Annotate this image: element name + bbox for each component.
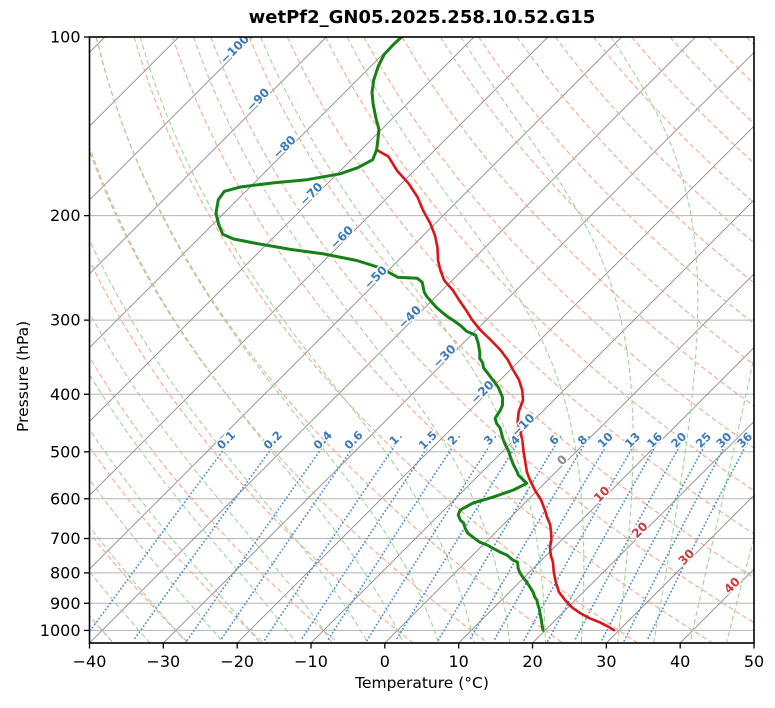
dry-adiabats — [89, 37, 754, 643]
mixing-ratio-label: 0.1 — [214, 428, 238, 452]
dewpoint-line — [214, 37, 545, 632]
isotherm-label: 20 — [629, 519, 651, 541]
mixing-ratio-lines — [89, 436, 752, 642]
mixing-ratio-label: 8 — [575, 432, 591, 448]
y-tick-labels: 100 200 300 400 500 600 700 800 900 1000 — [40, 28, 90, 640]
y-tick-label: 200 — [50, 206, 81, 225]
x-tick-label: 30 — [596, 652, 616, 671]
isotherm-label: −70 — [297, 180, 326, 209]
y-tick-label: 700 — [50, 529, 81, 548]
isotherm-lines — [89, 37, 754, 643]
isotherm-label: 0 — [554, 452, 570, 468]
isotherm-label: −60 — [327, 223, 356, 252]
isotherm-label: 40 — [721, 575, 743, 597]
isotherm-label: −80 — [270, 133, 299, 162]
mixing-ratio-label: 0.6 — [341, 428, 365, 452]
plot-border — [88, 36, 755, 644]
isotherm-label: −40 — [395, 303, 424, 332]
y-tick-label: 600 — [50, 489, 81, 508]
mixing-ratio-label: 0.2 — [261, 428, 285, 452]
mixing-ratio-label: 20 — [668, 429, 689, 450]
x-tick-label: 0 — [380, 652, 390, 671]
x-tick-label: 10 — [448, 652, 468, 671]
mixing-ratio-label: 10 — [595, 429, 616, 450]
mixing-ratio-label: 2 — [445, 432, 461, 448]
mixing-ratio-label: 30 — [713, 429, 734, 450]
isotherm-label: 30 — [676, 546, 698, 568]
isotherm-label: −30 — [430, 342, 459, 371]
chart-title: wetPf2_GN05.2025.258.10.52.G15 — [248, 7, 596, 28]
y-tick-label: 900 — [50, 594, 81, 613]
mixing-ratio-label: 6 — [546, 432, 562, 448]
isotherm-label: −50 — [361, 263, 390, 292]
y-tick-label: 800 — [50, 563, 81, 582]
isotherm-label: 10 — [591, 483, 613, 505]
y-tick-label: 400 — [50, 385, 81, 404]
mixing-ratio-label: 1 — [386, 432, 402, 448]
pressure-gridlines — [89, 37, 754, 631]
x-tick-label: −40 — [73, 652, 107, 671]
moist-adiabats — [89, 37, 754, 643]
mixing-ratio-labels: 0.1 0.2 0.4 0.6 1 1.5 2 3 4 6 8 10 13 16 20 25 30 36 — [212, 426, 754, 453]
x-axis-label: Temperature (°C) — [355, 674, 489, 692]
x-tick-label: −30 — [146, 652, 180, 671]
y-tick-label: 500 — [50, 442, 81, 461]
mixing-ratio-label: 0.4 — [311, 428, 335, 452]
temperature-line — [370, 37, 616, 632]
x-tick-label: 20 — [522, 652, 542, 671]
x-tick-label: −20 — [220, 652, 254, 671]
mixing-ratio-label: 16 — [644, 429, 665, 450]
isotherm-label: −90 — [243, 85, 272, 114]
x-tick-label: 50 — [744, 652, 764, 671]
x-tick-label: 40 — [670, 652, 690, 671]
x-tick-label: −10 — [294, 652, 328, 671]
y-tick-label: 1000 — [40, 621, 81, 640]
y-axis-label: Pressure (hPa) — [14, 320, 32, 432]
mixing-ratio-label: 25 — [693, 429, 714, 450]
y-tick-label: 100 — [50, 28, 81, 47]
x-tick-labels: −40 −30 −20 −10 0 10 20 30 40 50 — [73, 643, 764, 671]
y-tick-label: 300 — [50, 311, 81, 330]
mixing-ratio-label: 13 — [622, 429, 643, 450]
mixing-ratio-label: 3 — [481, 432, 497, 448]
